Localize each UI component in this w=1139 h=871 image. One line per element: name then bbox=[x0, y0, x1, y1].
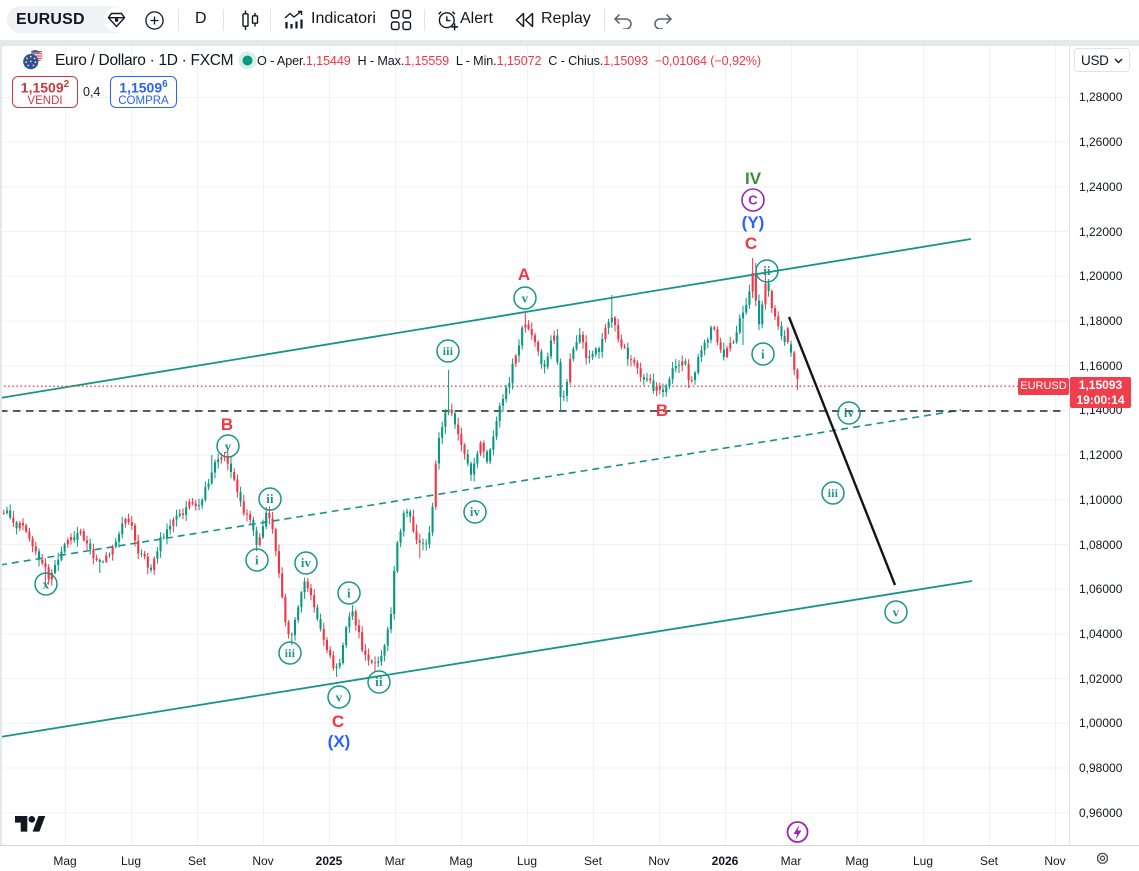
svg-text:B: B bbox=[221, 415, 233, 434]
svg-text:C: C bbox=[332, 712, 344, 731]
svg-text:C: C bbox=[745, 234, 757, 253]
svg-text:IV: IV bbox=[745, 169, 762, 188]
svg-text:y: y bbox=[225, 438, 232, 453]
svg-text:iv: iv bbox=[844, 406, 855, 420]
svg-text:v: v bbox=[336, 689, 343, 704]
svg-text:(Y): (Y) bbox=[742, 213, 765, 232]
svg-text:iii: iii bbox=[443, 346, 454, 358]
svg-text:v: v bbox=[522, 290, 529, 305]
svg-text:B: B bbox=[656, 401, 668, 420]
svg-text:ii: ii bbox=[763, 264, 771, 278]
svg-text:C: C bbox=[748, 193, 758, 208]
svg-text:(X): (X) bbox=[328, 732, 351, 751]
svg-text:iv: iv bbox=[301, 556, 312, 570]
svg-text:i: i bbox=[255, 552, 259, 567]
svg-text:v: v bbox=[893, 604, 900, 619]
svg-text:A: A bbox=[518, 265, 530, 284]
svg-text:iii: iii bbox=[828, 488, 839, 500]
svg-text:ii: ii bbox=[375, 675, 383, 689]
svg-text:iii: iii bbox=[285, 648, 296, 660]
svg-text:ii: ii bbox=[266, 492, 274, 506]
svg-text:i: i bbox=[347, 585, 351, 600]
svg-text:i: i bbox=[761, 346, 765, 361]
svg-text:x: x bbox=[43, 576, 50, 591]
svg-text:iv: iv bbox=[470, 505, 481, 519]
